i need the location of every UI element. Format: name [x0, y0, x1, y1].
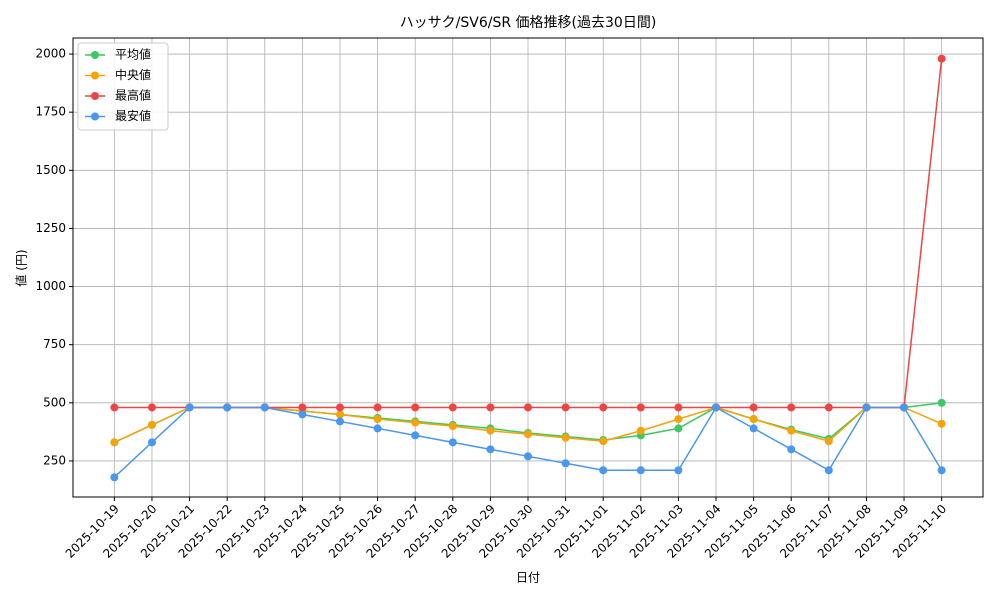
- data-point: [147, 403, 156, 412]
- data-point: [636, 403, 645, 412]
- data-point: [937, 466, 946, 475]
- data-point: [335, 410, 344, 419]
- data-point: [373, 415, 382, 424]
- legend-box: [77, 42, 169, 131]
- y-tick-label: 2000: [35, 47, 66, 61]
- data-point: [448, 422, 457, 431]
- y-tick-label: 1000: [35, 279, 66, 293]
- data-point: [185, 403, 194, 412]
- legend-marker: [91, 92, 99, 100]
- data-point: [674, 403, 683, 412]
- data-point: [749, 403, 758, 412]
- data-point: [636, 466, 645, 475]
- data-point: [900, 403, 909, 412]
- data-point: [147, 420, 156, 429]
- legend-marker: [91, 112, 99, 121]
- data-point: [223, 403, 232, 412]
- chart-title: ハッサク/SV6/SR 価格推移(過去30日間): [400, 15, 657, 31]
- data-point: [373, 403, 382, 412]
- legend-label: 中央値: [115, 67, 151, 82]
- data-point: [110, 473, 119, 482]
- data-point: [486, 445, 495, 454]
- data-point: [937, 54, 946, 63]
- data-point: [824, 437, 833, 446]
- data-point: [411, 418, 420, 427]
- data-point: [787, 426, 796, 435]
- legend-label: 最高値: [115, 88, 151, 103]
- y-tick-label: 750: [43, 337, 66, 351]
- legend-label: 最安値: [115, 108, 151, 123]
- data-point: [448, 403, 457, 412]
- data-point: [448, 438, 457, 447]
- data-point: [110, 403, 119, 412]
- data-point: [824, 403, 833, 412]
- data-point: [561, 403, 570, 412]
- y-tick-label: 500: [43, 395, 66, 409]
- data-point: [749, 415, 758, 424]
- data-point: [937, 398, 946, 407]
- data-point: [749, 424, 758, 433]
- data-point: [787, 403, 796, 412]
- y-tick-label: 250: [43, 453, 66, 467]
- data-point: [599, 403, 608, 412]
- y-tick-label: 1500: [35, 163, 66, 177]
- data-point: [674, 424, 683, 433]
- data-point: [335, 417, 344, 426]
- data-point: [411, 431, 420, 440]
- data-point: [335, 403, 344, 412]
- data-point: [824, 466, 833, 475]
- y-tick-label: 1750: [35, 105, 66, 119]
- data-point: [411, 403, 420, 412]
- data-point: [712, 403, 721, 412]
- legend-label: 平均値: [115, 47, 151, 62]
- data-point: [147, 438, 156, 447]
- data-point: [486, 403, 495, 412]
- plot-frame: [72, 37, 984, 498]
- data-point: [599, 466, 608, 475]
- data-point: [524, 403, 532, 412]
- data-point: [862, 403, 871, 412]
- data-point: [110, 438, 119, 447]
- data-point: [298, 403, 307, 412]
- data-point: [636, 426, 645, 435]
- y-axis-label: 値 (円): [14, 249, 29, 286]
- data-point: [524, 452, 532, 461]
- data-point: [787, 445, 796, 454]
- data-point: [373, 424, 382, 433]
- data-point: [524, 430, 532, 439]
- legend-marker: [91, 71, 99, 80]
- legend-marker: [91, 51, 99, 59]
- x-axis-label: 日付: [516, 571, 540, 585]
- data-point: [298, 410, 307, 419]
- data-point: [260, 403, 269, 412]
- data-point: [561, 433, 570, 442]
- data-point: [599, 437, 608, 446]
- data-point: [674, 466, 683, 475]
- data-point: [486, 426, 495, 435]
- y-tick-label: 1250: [35, 221, 66, 235]
- data-point: [561, 459, 570, 468]
- data-point: [937, 419, 946, 428]
- data-point: [674, 415, 683, 424]
